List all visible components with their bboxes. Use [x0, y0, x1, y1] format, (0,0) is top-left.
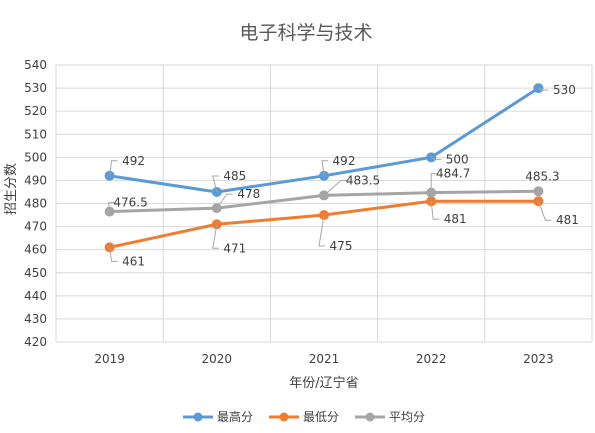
label-leader-line: [212, 175, 219, 193]
data-label: 485: [223, 169, 246, 183]
y-tick-label: 460: [24, 243, 47, 257]
label-leader-line: [538, 87, 549, 91]
data-label: 484.7: [436, 167, 470, 181]
y-tick-label: 470: [24, 220, 47, 234]
x-tick-label: 2023: [523, 352, 554, 366]
data-label: 461: [122, 254, 145, 268]
data-label: 478: [237, 187, 260, 201]
data-label: 481: [556, 213, 579, 227]
data-point: [533, 186, 544, 197]
y-tick-label: 440: [24, 289, 47, 303]
y-tick-label: 480: [24, 197, 47, 211]
label-leader-line: [108, 202, 115, 212]
x-tick-label: 2021: [309, 352, 340, 366]
label-leader-line: [109, 160, 118, 176]
chart-title: 电子科学与技术: [239, 22, 372, 44]
label-leader-line: [537, 201, 552, 221]
label-leader-line: [430, 173, 438, 193]
y-tick-label: 540: [24, 58, 47, 72]
y-tick-label: 510: [24, 127, 47, 141]
y-tick-label: 520: [24, 104, 47, 118]
y-tick-label: 490: [24, 173, 47, 187]
x-axis-title: 年份/辽宁省: [289, 375, 358, 391]
data-label: 476.5: [113, 196, 147, 210]
gridlines: [55, 64, 593, 343]
data-label: 500: [446, 152, 469, 166]
legend: 最高分 最低分 平均分: [183, 409, 425, 424]
legend-swatch-marker: [279, 412, 289, 422]
y-tick-label: 450: [24, 266, 47, 280]
x-tick-label: 2019: [94, 352, 125, 366]
legend-swatch-marker: [365, 412, 375, 422]
label-leader-line: [430, 156, 442, 160]
legend-label: 最高分: [217, 409, 253, 424]
y-tick-label: 500: [24, 150, 47, 164]
label-leader-line: [212, 224, 219, 249]
axes: 420 430 440 450 460 470 480 490 500 510 520 530 540 2…: [24, 58, 554, 366]
label-leader-line: [109, 247, 118, 262]
data-label: 475: [330, 239, 353, 253]
data-labels: 492 485 492 500 530 461 471 475 481 481 476.5 478 48…: [108, 83, 579, 268]
data-label: 483.5: [346, 173, 380, 187]
legend-swatch-marker: [193, 412, 203, 422]
label-leader-line: [430, 201, 440, 220]
label-leader-line: [321, 160, 328, 176]
y-axis-title: 招生分数: [4, 163, 19, 215]
label-leader-line: [216, 193, 233, 209]
x-tick-label: 2022: [416, 352, 447, 366]
data-label: 471: [223, 241, 246, 255]
y-tick-label: 420: [24, 335, 47, 349]
y-tick-label: 530: [24, 81, 47, 95]
label-leader-line: [323, 179, 347, 196]
legend-label: 最低分: [303, 410, 339, 424]
label-leader-line: [318, 214, 325, 247]
data-label: 530: [553, 83, 576, 97]
data-label: 492: [122, 154, 145, 168]
data-label: 485.3: [525, 169, 559, 183]
data-label: 492: [333, 154, 356, 168]
legend-label: 平均分: [389, 410, 425, 424]
x-tick-label: 2020: [202, 352, 233, 366]
data-label: 481: [444, 212, 467, 226]
y-tick-label: 430: [24, 312, 47, 326]
